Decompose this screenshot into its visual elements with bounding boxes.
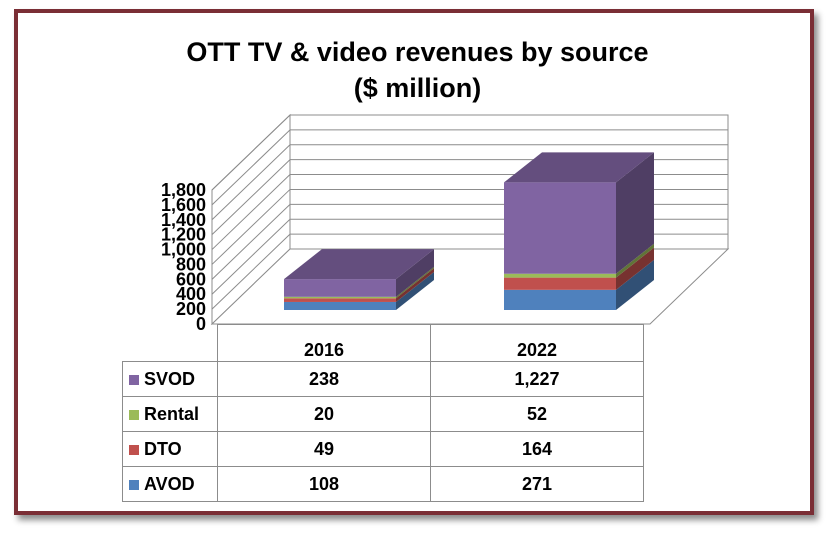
- chart-title-line-2: ($ million): [353, 73, 482, 103]
- data-label-rental-2016: 20: [217, 396, 431, 432]
- bar-rental-2022: [504, 243, 654, 278]
- table-row-avod: AVOD 108 271: [122, 466, 644, 502]
- table-row-svod: SVOD 238 1,227: [122, 361, 644, 397]
- data-table: 2016 2022 SVOD 238 1,227 Rental 20 52 DT…: [122, 324, 644, 502]
- y-tick-label: 1,000: [161, 240, 206, 260]
- table-row-rental: Rental 20 52: [122, 396, 644, 432]
- y-tick-label: 400: [176, 284, 206, 304]
- bar-dto-2016: [284, 268, 434, 302]
- y-tick-label: 1,200: [161, 225, 206, 245]
- svod-swatch: [129, 374, 139, 385]
- y-tick-label: 200: [176, 299, 206, 319]
- bar-front-face: [284, 279, 396, 297]
- chart-title: OTT TV & video revenues by source ($ mil…: [0, 34, 835, 106]
- legend-label-svod: SVOD: [144, 368, 196, 389]
- legend-entry-svod: SVOD: [122, 361, 218, 397]
- bar-top-face: [284, 249, 434, 280]
- category-label-2016: 2016: [217, 324, 431, 362]
- bar-side-face: [616, 243, 654, 278]
- bar-svod-2022: [504, 152, 654, 274]
- data-label-rental-2022: 52: [430, 396, 644, 432]
- bar-avod-2022: [504, 259, 654, 310]
- avod-swatch: [129, 479, 139, 490]
- bar-side-face: [616, 259, 654, 310]
- bar-side-face: [616, 247, 654, 290]
- gridline: [211, 144, 728, 221]
- y-tick-label: 1,800: [161, 180, 206, 200]
- legend-entry-avod: AVOD: [122, 466, 218, 502]
- legend-entry-dto: DTO: [122, 431, 218, 467]
- table-row-dto: DTO 49 164: [122, 431, 644, 467]
- data-label-svod-2016: 238: [217, 361, 431, 397]
- bar-side-face: [396, 271, 434, 310]
- data-label-dto-2016: 49: [217, 431, 431, 467]
- bar-side-face: [396, 249, 434, 297]
- bar-front-face: [284, 298, 396, 302]
- y-tick-label: 1,600: [161, 195, 206, 215]
- legend-label-dto: DTO: [144, 438, 182, 459]
- table-corner: [122, 324, 218, 362]
- dto-swatch: [129, 444, 139, 455]
- gridline: [211, 114, 728, 191]
- data-label-svod-2022: 1,227: [430, 361, 644, 397]
- y-tick-label: 800: [176, 254, 206, 274]
- bar-front-face: [504, 182, 616, 274]
- chart-title-line-1: OTT TV & video revenues by source: [186, 37, 649, 67]
- y-tick-label: 600: [176, 269, 206, 289]
- rental-swatch: [129, 409, 139, 420]
- bar-avod-2016: [284, 271, 434, 310]
- data-label-avod-2022: 271: [430, 466, 644, 502]
- bar-front-face: [284, 301, 396, 310]
- bar-dto-2022: [504, 247, 654, 290]
- bar-side-face: [396, 268, 434, 302]
- bar-top-face: [504, 152, 654, 183]
- bar-rental-2016: [284, 266, 434, 299]
- category-label-2022: 2022: [430, 324, 644, 362]
- y-tick-label: 1,400: [161, 210, 206, 230]
- bar-side-face: [396, 266, 434, 299]
- data-label-dto-2022: 164: [430, 431, 644, 467]
- legend-label-avod: AVOD: [144, 473, 195, 494]
- bar-svod-2016: [284, 249, 434, 297]
- data-label-avod-2016: 108: [217, 466, 431, 502]
- chart-bars: [284, 152, 654, 310]
- bar-front-face: [284, 296, 396, 299]
- bar-front-face: [504, 289, 616, 310]
- legend-entry-rental: Rental: [122, 396, 218, 432]
- bar-front-face: [504, 273, 616, 278]
- bar-side-face: [616, 152, 654, 274]
- bar-front-face: [504, 277, 616, 290]
- y-tick-label: 0: [196, 314, 206, 334]
- table-header-row: 2016 2022: [122, 324, 644, 362]
- gridline: [211, 129, 728, 206]
- legend-label-rental: Rental: [144, 403, 200, 424]
